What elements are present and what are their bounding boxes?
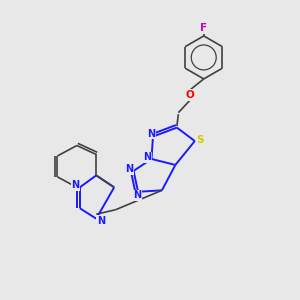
Text: N: N bbox=[125, 164, 133, 174]
Text: N: N bbox=[143, 152, 151, 163]
Text: F: F bbox=[200, 23, 207, 34]
Text: N: N bbox=[97, 216, 105, 226]
Text: S: S bbox=[196, 134, 204, 145]
Text: N: N bbox=[147, 129, 156, 139]
Text: N: N bbox=[71, 180, 80, 190]
Text: O: O bbox=[186, 90, 195, 100]
Text: N: N bbox=[134, 190, 142, 200]
